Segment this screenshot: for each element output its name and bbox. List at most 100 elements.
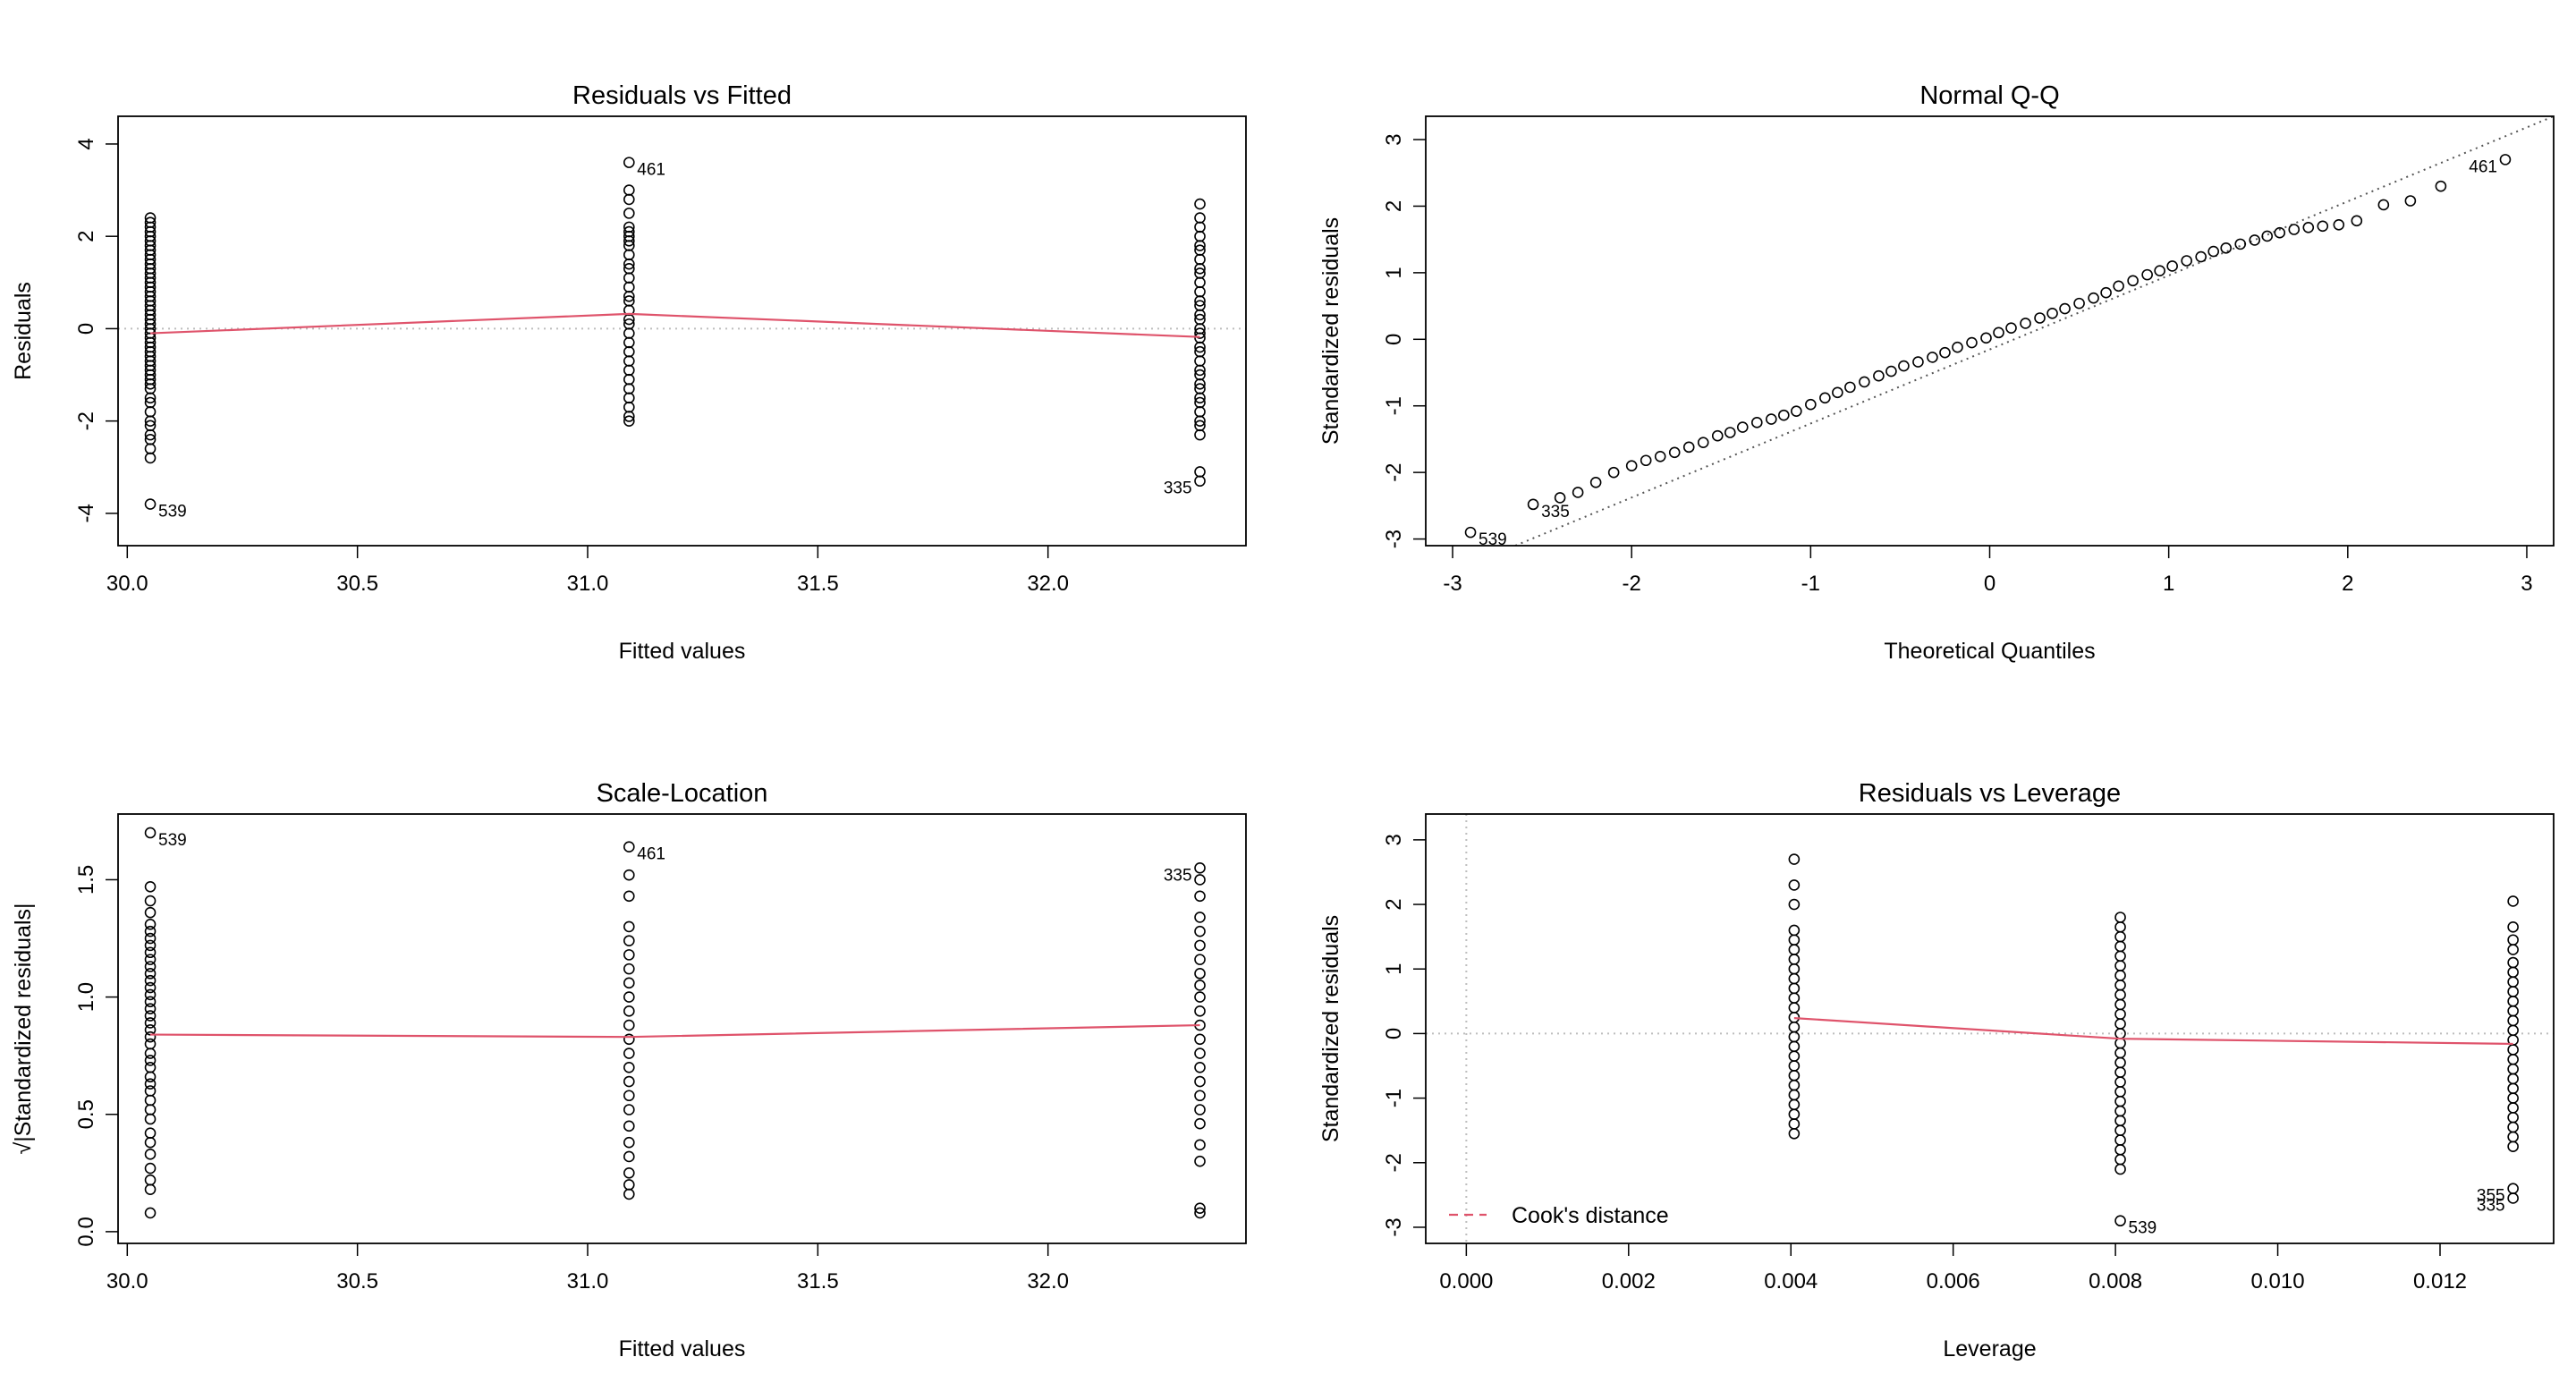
data-point [623, 184, 635, 196]
data-point [2507, 1014, 2519, 1027]
data-point [623, 841, 635, 853]
x-tick-label: 31.5 [797, 1269, 839, 1293]
data-point [144, 961, 157, 972]
y-axis-label: Standardized residuals [1318, 915, 1343, 1142]
data-point [623, 991, 635, 1003]
data-point [1788, 1108, 1801, 1120]
y-tick-label: 3 [1382, 834, 1406, 845]
data-point [623, 157, 635, 168]
data-point [1194, 212, 1206, 224]
data-point [623, 869, 635, 881]
data-point [2114, 1037, 2126, 1049]
data-point [1668, 446, 1681, 459]
x-tick-label: 32.0 [1027, 1269, 1069, 1293]
data-point [2435, 180, 2447, 192]
y-tick-label: 1.0 [74, 982, 98, 1012]
data-point [623, 208, 635, 219]
data-point [2114, 998, 2126, 1011]
data-point [2181, 255, 2192, 267]
data-point [623, 1167, 635, 1179]
data-point [1859, 376, 1870, 388]
data-point [2507, 986, 2519, 997]
data-point [1194, 980, 1206, 991]
data-point [2114, 979, 2126, 991]
data-point [1788, 898, 1801, 911]
data-point [1898, 360, 1910, 372]
data-point [1966, 336, 1978, 349]
data-point [2005, 322, 2017, 334]
data-point [2220, 242, 2233, 254]
data-point [2114, 1047, 2126, 1059]
data-point [144, 1047, 157, 1059]
legend-label: Cook's distance [1512, 1203, 1669, 1228]
data-point [623, 920, 635, 933]
data-point [2114, 921, 2126, 933]
data-point [1194, 221, 1206, 233]
data-point [144, 906, 157, 919]
data-point [1194, 939, 1206, 952]
data-point [1788, 853, 1801, 865]
data-point [1832, 386, 1843, 399]
y-tick-label: 0 [1382, 334, 1406, 345]
data-point [1788, 992, 1801, 1005]
x-tick-label: 31.0 [567, 572, 609, 596]
y-tick-label: 0.0 [74, 1217, 98, 1246]
data-point [1788, 982, 1801, 995]
x-tick-label: 0.004 [1764, 1269, 1818, 1293]
data-point [144, 1174, 157, 1186]
data-point [2274, 226, 2286, 239]
data-point [2114, 950, 2126, 963]
data-point [623, 1047, 635, 1059]
y-tick-label: 0 [1382, 1028, 1406, 1039]
y-axis-label: Standardized residuals [1318, 217, 1343, 445]
y-tick-label: 0 [74, 323, 98, 335]
data-point [2141, 268, 2153, 281]
smooth-line [1793, 1016, 2513, 1046]
data-point [1778, 409, 1790, 421]
x-axis-label: Fitted values [619, 1336, 746, 1361]
data-point [2114, 1056, 2126, 1069]
data-point [623, 336, 635, 349]
panel-qq: Normal Q-Q Theoretical Quantiles Standardi… [1318, 81, 2555, 664]
y-tick-label: -3 [1382, 530, 1406, 548]
x-tick-label: 0.010 [2251, 1269, 2305, 1293]
data-point [1788, 879, 1801, 891]
x-axis-label: Leverage [1943, 1336, 2036, 1361]
data-point [623, 401, 635, 413]
data-point [1682, 441, 1695, 454]
data-point [623, 1061, 635, 1073]
data-point [2507, 934, 2519, 946]
y-tick-label: -2 [1382, 1153, 1406, 1172]
data-point [1750, 417, 1763, 428]
smooth-line [149, 312, 1200, 338]
data-point [144, 827, 157, 839]
data-point [2333, 219, 2345, 231]
panel-sl: Scale-Location Fitted values √|Standardize… [11, 779, 1247, 1361]
data-point [623, 263, 635, 275]
data-point [144, 1183, 157, 1195]
data-point [144, 895, 157, 907]
data-point [144, 974, 157, 987]
data-point [144, 212, 157, 224]
data-point [2507, 895, 2519, 907]
data-point [1194, 420, 1206, 432]
x-tick-label: 31.0 [567, 1269, 609, 1293]
data-point [1788, 972, 1801, 985]
data-point [1194, 466, 1206, 478]
smooth-line [150, 1023, 1200, 1039]
point-annotation: 335 [1541, 503, 1570, 522]
data-point [623, 295, 635, 307]
data-point [1788, 1021, 1801, 1033]
data-point [623, 327, 635, 339]
data-point [2114, 1215, 2126, 1227]
data-point [144, 216, 157, 229]
data-point [623, 949, 635, 961]
data-point [144, 1094, 157, 1107]
x-tick-label: 0.002 [1602, 1269, 1656, 1293]
y-tick-label: -1 [1382, 396, 1406, 415]
data-point [1527, 498, 1539, 511]
data-point [1194, 1202, 1206, 1214]
y-tick-label: 1.5 [74, 865, 98, 895]
data-point [2059, 302, 2071, 315]
data-point [1788, 1050, 1801, 1062]
